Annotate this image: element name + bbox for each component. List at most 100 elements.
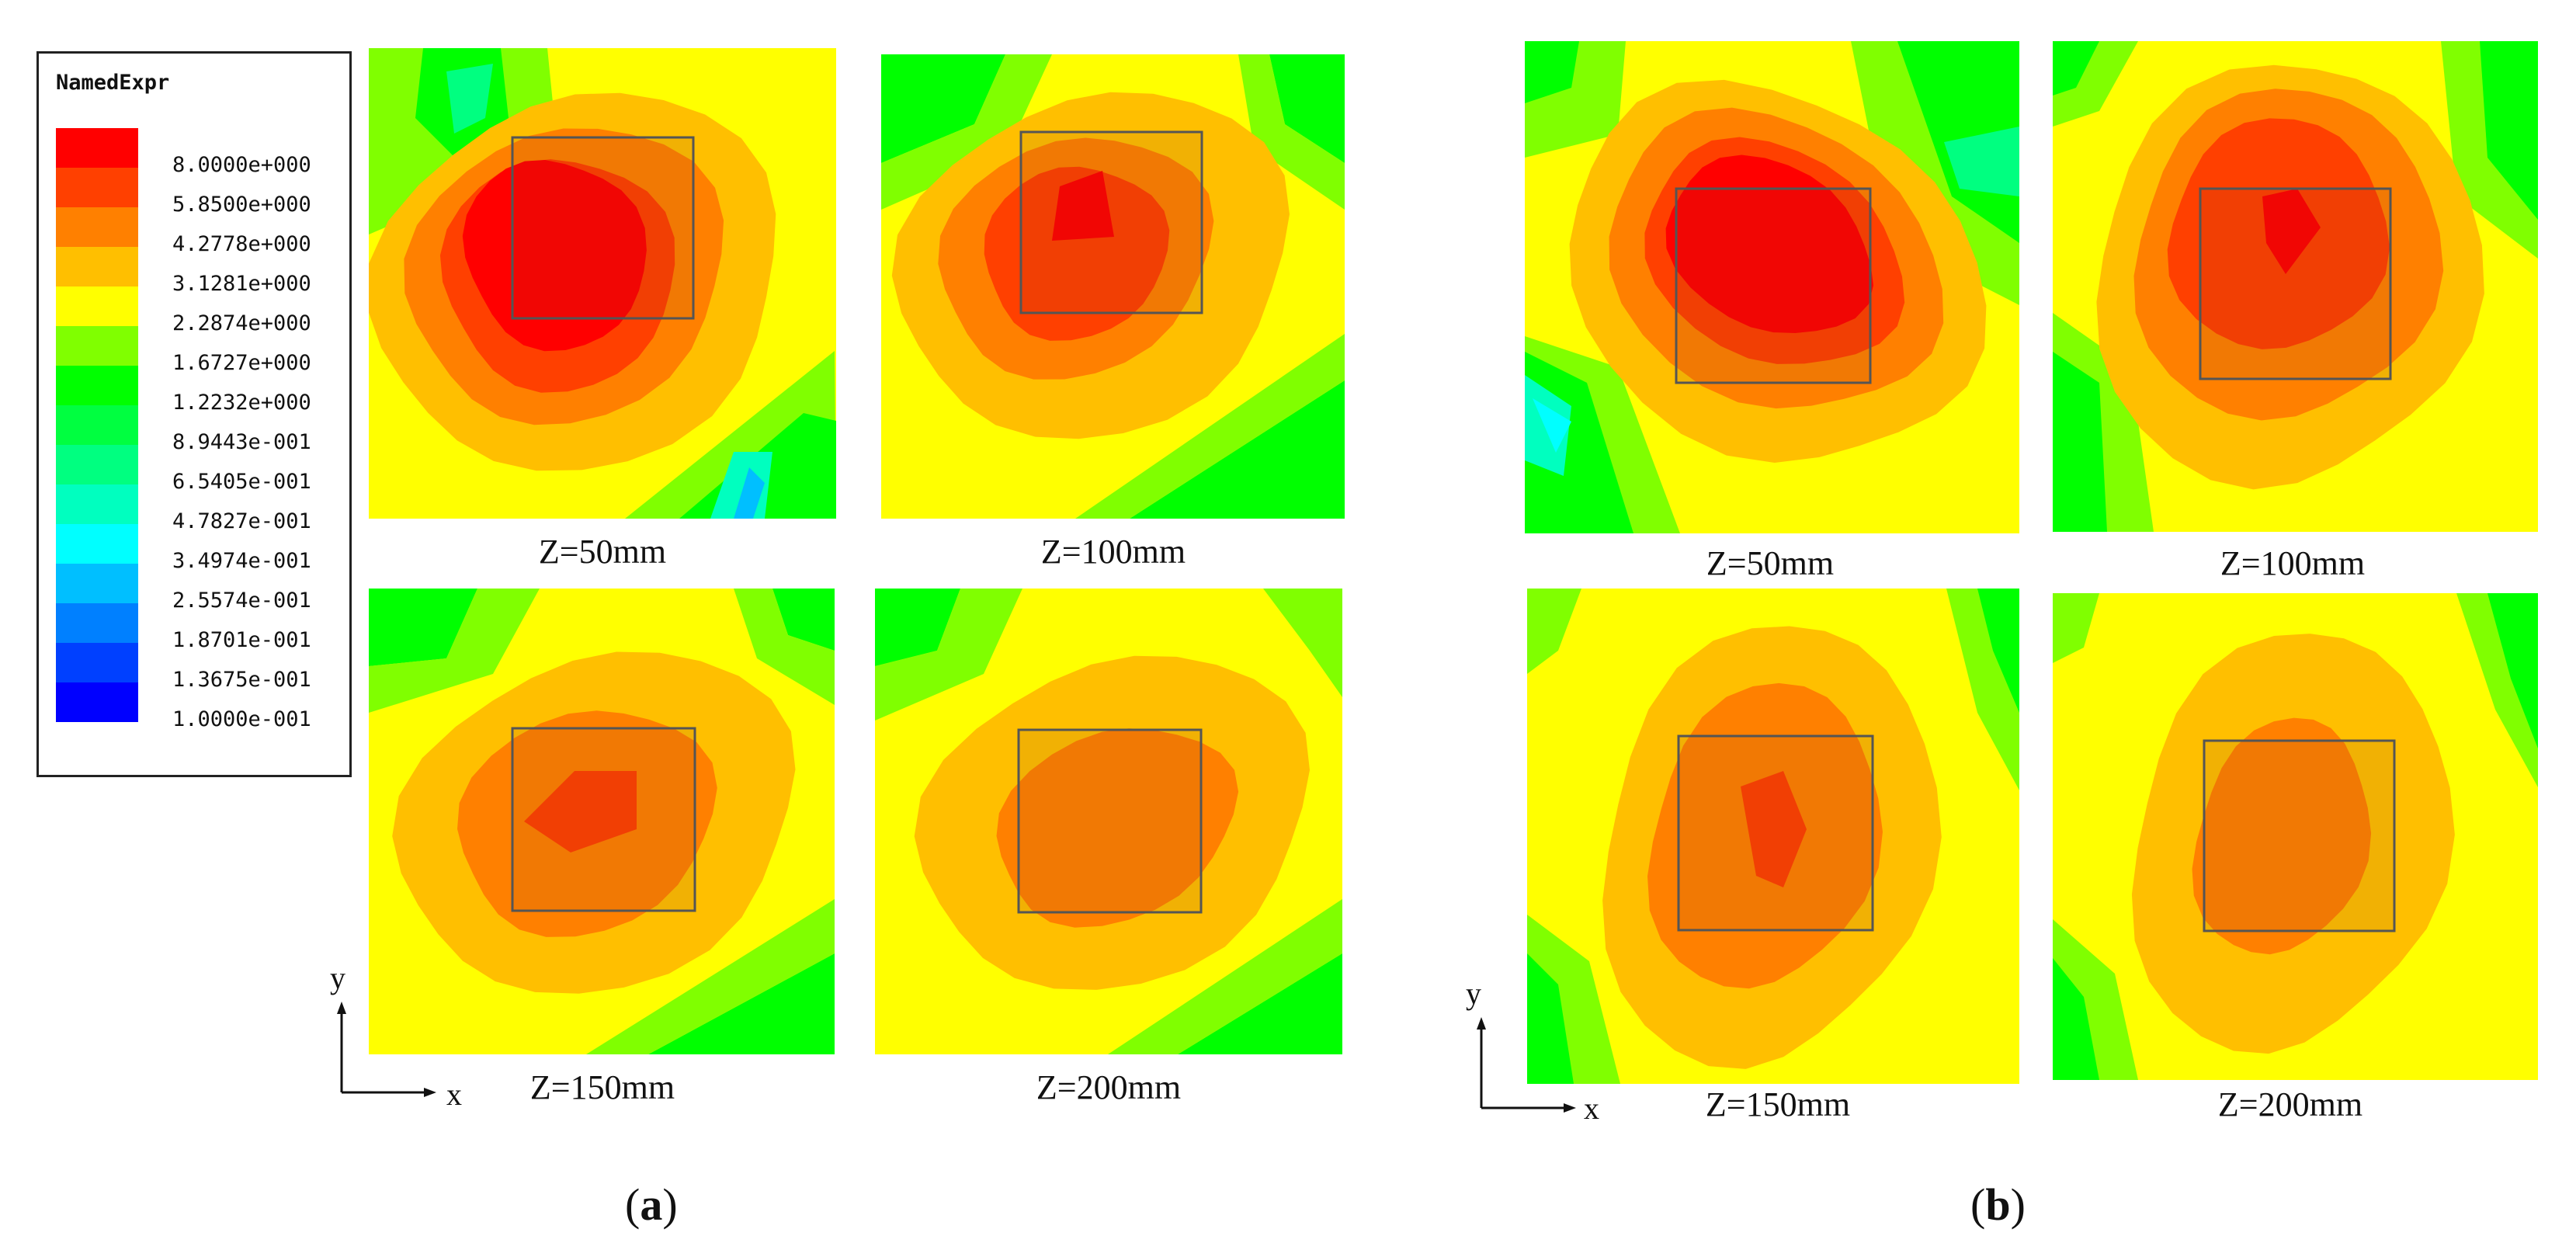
a-z100-contour-band — [881, 54, 1005, 163]
legend-value: 6.5405e-001 — [172, 470, 311, 494]
axis-indicator-a — [337, 1002, 436, 1097]
caption-a-z50: Z=50mm — [538, 533, 667, 571]
legend-value: 1.6727e+000 — [172, 351, 311, 375]
subfigure-label-a: (a) — [625, 1179, 678, 1230]
legend-swatch — [56, 366, 138, 405]
b-z50-contour-band — [1665, 155, 1873, 333]
color-legend: NamedExpr 8.0000e+000 5.8500e+000 4.2778e+… — [36, 51, 352, 777]
b-z150-contour-band — [1527, 953, 1574, 1084]
x-axis-label-a: x — [446, 1077, 462, 1112]
b-z200-contour-band — [2053, 593, 2099, 663]
legend-value: 1.0000e-001 — [172, 707, 311, 731]
legend-value: 4.2778e+000 — [172, 232, 311, 256]
b-z150-aperture-outline — [1677, 734, 1874, 932]
caption-a-z150: Z=150mm — [529, 1068, 675, 1106]
legend-swatch — [56, 484, 138, 524]
a-z50-aperture-outline — [511, 136, 695, 320]
b-z100-contour-band — [2053, 41, 2099, 95]
heatmap-b-z50 — [1525, 41, 2019, 533]
b-z200-contour-band — [2192, 717, 2372, 955]
a-z200-contour-band — [875, 589, 1022, 721]
legend-swatch — [56, 326, 138, 366]
a-z50-contour-band — [446, 64, 493, 134]
legend-value: 2.5574e-001 — [172, 589, 311, 613]
caption-a-z200: Z=200mm — [1036, 1068, 1182, 1106]
a-z200-contour-band — [1108, 899, 1342, 1054]
legend-swatch — [56, 603, 138, 643]
legend-swatch — [56, 524, 138, 564]
heatmap-b-z200 — [2053, 593, 2538, 1080]
x-axis-label-b: x — [1584, 1091, 1599, 1126]
heatmap-b-z100 — [2053, 41, 2538, 532]
legend-swatch — [56, 168, 138, 207]
a-z100-contour-band — [1075, 334, 1345, 519]
b-z50-aperture-outline — [1675, 187, 1872, 384]
legend-swatch — [56, 286, 138, 326]
subfigure-label-b: (b) — [1970, 1179, 2026, 1230]
legend-value: 8.0000e+000 — [172, 153, 311, 177]
heatmap-a-z100 — [881, 54, 1345, 519]
a-z100-contour-band — [984, 166, 1170, 341]
a-z150-aperture-outline — [511, 727, 696, 912]
a-z100-contour-band — [1052, 171, 1114, 241]
legend-value: 1.3675e-001 — [172, 668, 311, 692]
caption-b-z200: Z=200mm — [2217, 1085, 2363, 1123]
legend-value: 8.9443e-001 — [172, 430, 311, 454]
legend-swatch — [56, 405, 138, 445]
caption-a-z100: Z=100mm — [1040, 533, 1186, 571]
caption-b-z150: Z=150mm — [1705, 1085, 1851, 1123]
legend-value: 3.4974e-001 — [172, 549, 311, 573]
b-z200-contour-band — [2487, 593, 2538, 748]
b-z50-contour-band — [1525, 41, 1579, 103]
a-z100-aperture-outline — [1019, 130, 1203, 314]
a-z200-contour-band — [1263, 589, 1342, 697]
a-z100-contour-band — [1269, 54, 1345, 163]
b-z200-aperture-outline — [2203, 739, 2396, 932]
caption-b-z50: Z=50mm — [1706, 544, 1835, 582]
legend-value: 4.7827e-001 — [172, 509, 311, 533]
legend-value: 3.1281e+000 — [172, 272, 311, 296]
caption-b-z100: Z=100mm — [2220, 544, 2366, 582]
legend-swatch — [56, 128, 138, 168]
b-z100-contour-band — [2053, 352, 2107, 532]
legend-swatch — [56, 682, 138, 722]
a-z150-contour-band — [369, 589, 540, 713]
b-z150-contour-band — [1977, 589, 2019, 713]
legend-title: NamedExpr — [56, 71, 170, 95]
b-z100-aperture-outline — [2199, 187, 2392, 380]
a-z150-contour-band — [524, 771, 637, 852]
b-z200-contour-band — [2053, 958, 2099, 1080]
legend-value: 1.8701e-001 — [172, 628, 311, 652]
heatmap-a-z150 — [369, 589, 835, 1054]
b-z100-contour-band — [2262, 189, 2321, 274]
a-z100-contour-band — [881, 54, 1052, 210]
b-z50-contour-band — [1533, 398, 1571, 453]
a-z200-contour-band — [996, 728, 1239, 928]
a-z150-contour-band — [369, 589, 477, 666]
legend-swatch — [56, 643, 138, 682]
a-z150-contour-band — [586, 899, 835, 1054]
axis-indicator-b — [1477, 1017, 1576, 1113]
heatmap-b-z150 — [1527, 589, 2019, 1084]
b-z50-contour-band — [1944, 127, 2019, 196]
legend-swatch — [56, 207, 138, 247]
a-z200-contour-band — [875, 589, 960, 666]
legend-swatch — [56, 445, 138, 484]
a-z50-contour-band — [462, 160, 647, 352]
heatmap-a-z50 — [369, 48, 836, 519]
legend-value: 5.8500e+000 — [172, 193, 311, 217]
a-z50-contour-band — [734, 467, 765, 519]
a-z200-aperture-outline — [1017, 728, 1203, 914]
y-axis-label-b: y — [1466, 976, 1481, 1011]
legend-swatch — [56, 564, 138, 603]
legend-swatch — [56, 247, 138, 286]
legend-value: 2.2874e+000 — [172, 311, 311, 335]
b-z100-contour-band — [2480, 41, 2538, 220]
y-axis-label-a: y — [330, 960, 345, 995]
a-z150-contour-band — [734, 589, 835, 705]
legend-value: 1.2232e+000 — [172, 391, 311, 415]
a-z100-contour-band — [1238, 54, 1345, 210]
b-z150-contour-band — [1741, 771, 1807, 887]
b-z150-contour-band — [1527, 589, 1581, 674]
heatmap-a-z200 — [875, 589, 1342, 1054]
